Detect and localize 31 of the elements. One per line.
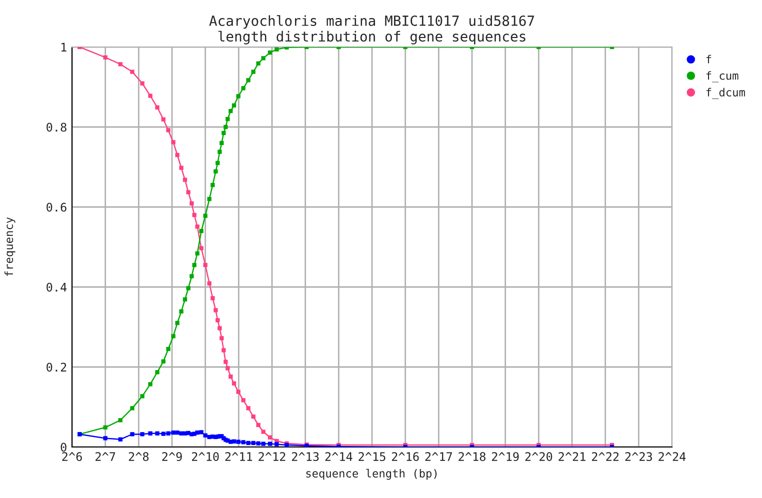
x-tick-label: 2^12 [258,452,286,461]
x-tick-label: 2^8 [128,452,149,462]
x-tick-label: 2^19 [492,452,519,462]
legend-label: f_dcum [706,88,745,99]
x-tick-label: 2^18 [458,452,486,462]
x-tick-label: 2^14 [325,452,352,461]
y-tick-label: 0.4 [46,282,67,292]
y-tick-label: 1 [61,42,66,52]
y-tick-label: 0.2 [46,362,66,372]
x-tick-label: 2^17 [425,452,452,461]
y-tick-label: 0.8 [46,122,66,132]
x-tick-label: 2^22 [592,452,619,461]
x-tick-label: 2^24 [658,452,686,461]
x-tick-label: 2^15 [358,452,386,462]
y-tick-label: 0.6 [46,202,66,212]
legend-label: f [706,54,712,64]
x-tick-label: 2^21 [558,452,586,461]
x-tick-label: 2^6 [62,452,82,462]
x-tick-label: 2^10 [192,452,219,462]
x-tick-label: 2^16 [392,452,419,462]
x-tick-label: 2^9 [162,452,182,462]
chart-title: Acaryochloris marina MBIC11017 uid58167 length distribution of gene sequences [209,15,534,44]
legend-label: f_cum [706,71,738,82]
y-tick-label: 0 [60,442,66,452]
x-tick-label: 2^7 [96,452,116,461]
x-tick-label: 2^11 [225,452,252,461]
x-axis-title: sequence length (bp) [306,468,437,480]
x-tick-label: 2^23 [625,452,652,462]
y-axis-title: frequency [4,217,16,276]
x-tick-label: 2^13 [292,452,319,462]
x-tick-label: 2^20 [525,452,552,462]
